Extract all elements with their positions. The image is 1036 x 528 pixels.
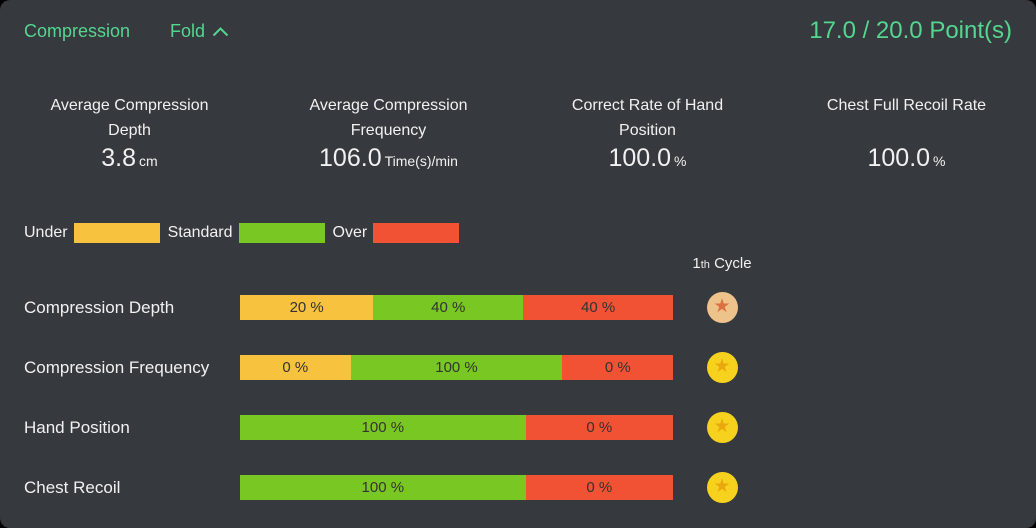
stat-avg-compression-frequency: Average Compression Frequency 106.0 Time(… <box>259 93 518 175</box>
cycle-label: 1th Cycle <box>673 255 771 274</box>
fold-button[interactable]: Fold <box>170 21 229 42</box>
medal-cell: ★ <box>673 292 771 323</box>
stat-chest-recoil-rate: Chest Full Recoil Rate 100.0% <box>777 93 1036 175</box>
stat-value: 3.8 cm <box>101 144 158 172</box>
stacked-bar: 0 % 100 % 0 % <box>240 355 674 380</box>
gold-medal-icon: ★ <box>706 412 738 443</box>
star-icon: ★ <box>713 296 731 317</box>
metric-label: Chest Recoil <box>24 477 121 497</box>
metric-row: Compression Frequency 0 % 100 % 0 % ★ <box>24 352 1036 383</box>
star-icon: ★ <box>713 356 731 377</box>
stacked-bar: 100 % 0 % <box>240 475 673 500</box>
cycle-ordinal: th <box>700 259 710 271</box>
bar-segment-standard: 40 % <box>373 295 524 320</box>
stat-title: Average Compression <box>50 97 209 114</box>
fold-button-label: Fold <box>170 20 206 41</box>
legend-swatch-standard <box>238 223 325 243</box>
stat-title: Chest Full Recoil Rate <box>826 97 987 114</box>
cycle-word: Cycle <box>709 255 752 272</box>
stats-row: Average Compression Depth 3.8 cm Average … <box>0 93 1036 175</box>
stat-title: Position <box>619 122 676 139</box>
metric-label: Compression Depth <box>24 297 175 317</box>
stat-title: Average Compression <box>309 97 468 114</box>
star-icon: ★ <box>713 476 731 497</box>
stat-title <box>777 118 1036 143</box>
stat-value: 106.0 Time(s)/min <box>319 144 458 172</box>
stat-unit: cm <box>139 153 158 169</box>
bar-segment-over: 40 % <box>523 295 674 320</box>
bar-segment-standard: 100 % <box>240 475 526 500</box>
stacked-bar: 100 % 0 % <box>240 415 673 440</box>
stat-unit: % <box>674 153 687 169</box>
bar-segment-over: 0 % <box>525 415 673 440</box>
metric-label: Hand Position <box>24 417 130 437</box>
bar-segment-under: 0 % <box>240 355 351 380</box>
stat-title: Correct Rate of Hand <box>571 97 724 114</box>
cycle-header-row: 1th Cycle <box>24 255 1036 274</box>
cycle-number: 1 <box>692 255 701 272</box>
metric-row: Hand Position 100 % 0 % ★ <box>24 412 1036 443</box>
stat-avg-compression-depth: Average Compression Depth 3.8 cm <box>0 93 259 175</box>
stacked-bar: 20 % 40 % 40 % <box>240 295 674 320</box>
star-icon: ★ <box>713 416 731 437</box>
metric-row: Chest Recoil 100 % 0 % ★ <box>24 472 1036 503</box>
stat-title: Depth <box>108 122 151 139</box>
chevron-up-icon <box>212 27 229 37</box>
medal-cell: ★ <box>673 472 771 503</box>
stat-title: Frequency <box>350 122 427 139</box>
medal-cell: ★ <box>673 412 771 443</box>
stat-unit: % <box>933 153 946 169</box>
panel-title: Compression <box>24 20 131 41</box>
stat-hand-position-rate: Correct Rate of Hand Position 100.0% <box>518 93 777 175</box>
metric-rows: Compression Depth 20 % 40 % 40 % ★ Compressio… <box>0 292 1036 503</box>
score-display: 17.0 / 20.0 Point(s) <box>809 17 1012 44</box>
metric-label: Compression Frequency <box>24 357 210 377</box>
panel-header: Compression Fold 17.0 / 20.0 Point(s) <box>0 0 1036 45</box>
legend-label-over: Over <box>332 224 368 241</box>
stat-value: 100.0% <box>608 144 687 172</box>
legend-label-standard: Standard <box>167 224 233 241</box>
legend-swatch-under <box>73 223 160 243</box>
gold-medal-icon: ★ <box>706 352 738 383</box>
gold-medal-icon: ★ <box>706 472 738 503</box>
bar-segment-under: 20 % <box>240 295 374 320</box>
legend: Under Standard Over <box>0 223 1036 243</box>
stat-value: 100.0% <box>867 144 946 172</box>
metric-row: Compression Depth 20 % 40 % 40 % ★ <box>24 292 1036 323</box>
legend-swatch-over <box>373 223 460 243</box>
bar-segment-over: 0 % <box>562 355 674 380</box>
bar-segment-standard: 100 % <box>240 415 526 440</box>
bronze-medal-icon: ★ <box>706 292 738 323</box>
stat-unit: Time(s)/min <box>384 153 458 169</box>
bar-segment-over: 0 % <box>525 475 673 500</box>
bar-segment-standard: 100 % <box>350 355 563 380</box>
medal-cell: ★ <box>673 352 771 383</box>
legend-label-under: Under <box>24 224 68 241</box>
